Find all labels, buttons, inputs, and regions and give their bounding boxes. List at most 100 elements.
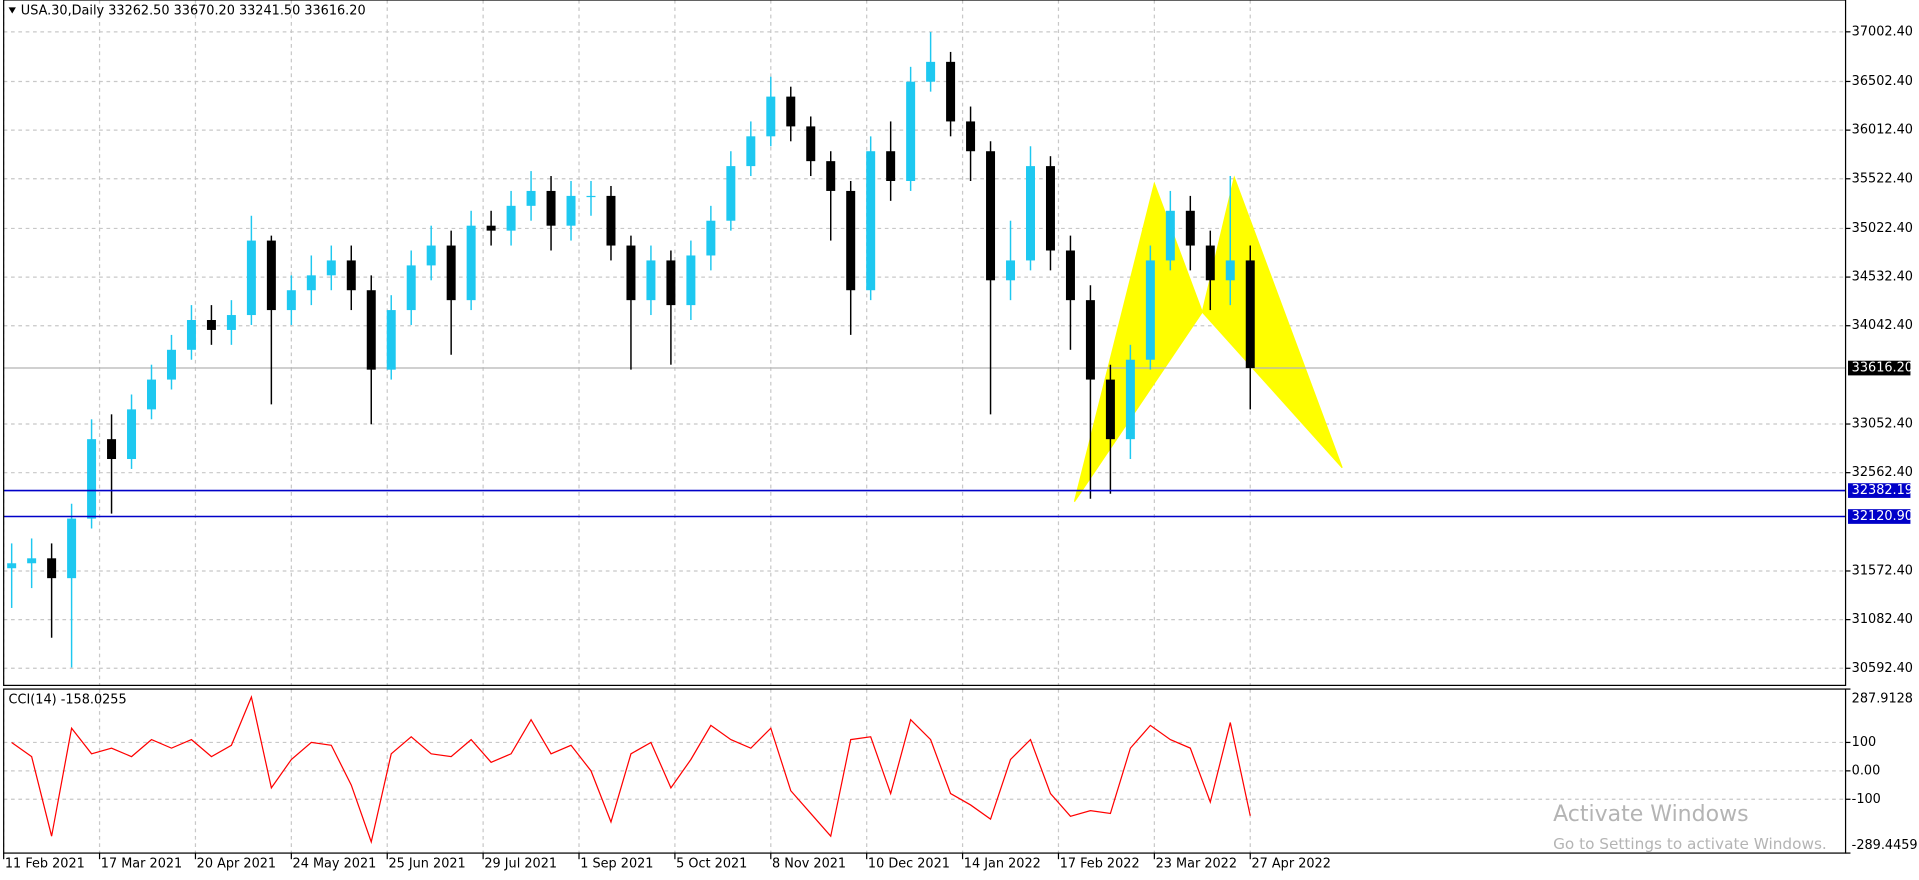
candle-body — [586, 195, 596, 198]
candle-body — [466, 225, 476, 301]
candle-body — [726, 166, 736, 221]
y-tick-label: 31572.40 — [1852, 563, 1913, 578]
candle-body — [1006, 260, 1016, 281]
candle-body — [1065, 250, 1075, 301]
candle-body — [1205, 245, 1215, 281]
y-tick-label: 31082.40 — [1852, 612, 1913, 627]
candle-body — [1026, 166, 1035, 261]
candle-body — [186, 320, 196, 350]
x-tick-label: 5 Oct 2021 — [676, 857, 747, 872]
candle-body — [87, 439, 97, 519]
chart-title: USA.30,Daily 33262.50 33670.20 33241.50 … — [21, 4, 366, 19]
candle-body — [206, 320, 216, 330]
candle-body — [786, 96, 796, 127]
candle-body — [906, 81, 916, 182]
level-label-box — [1848, 509, 1911, 524]
candle-body — [826, 161, 836, 191]
main-frame — [3, 0, 1847, 687]
candle-body — [506, 205, 516, 231]
watermark-title: Activate Windows — [1553, 802, 1748, 827]
candle-body — [446, 245, 456, 301]
y-tick-label: 34532.40 — [1852, 270, 1913, 285]
last-price-label: 33616.20 — [1852, 361, 1913, 376]
last-price-box — [1848, 360, 1911, 376]
x-tick-label: 25 Jun 2021 — [388, 857, 465, 872]
candle-body — [926, 61, 936, 82]
candle-body — [147, 379, 156, 410]
x-tick-label: 24 May 2021 — [293, 857, 377, 872]
candle-body — [966, 121, 976, 152]
candle-body — [526, 190, 536, 206]
candle-body — [746, 136, 756, 167]
candle-body — [806, 126, 816, 162]
x-tick-label: 1 Sep 2021 — [580, 857, 653, 872]
candle-body — [406, 265, 416, 311]
y-tick-label: 37002.40 — [1852, 24, 1913, 39]
candle-body — [846, 190, 856, 291]
candle-body — [986, 151, 996, 281]
x-tick-label: 17 Feb 2022 — [1060, 857, 1140, 872]
candle-body — [166, 349, 176, 380]
candle-body — [546, 190, 556, 226]
candle-body — [486, 225, 496, 231]
candle-body — [1045, 166, 1055, 251]
menu-arrow[interactable] — [8, 7, 16, 14]
y-tick-label: 33052.40 — [1852, 417, 1913, 432]
candle-body — [107, 439, 117, 460]
candle-body — [1245, 260, 1255, 369]
candle-body — [1185, 210, 1195, 246]
candle-body — [47, 558, 57, 579]
cci-title: CCI(14) -158.0255 — [9, 693, 127, 708]
x-tick-label: 17 Mar 2021 — [101, 857, 182, 872]
level-label-box — [1848, 483, 1911, 498]
candle-body — [1145, 260, 1155, 360]
candle-body — [766, 96, 776, 137]
candle-body — [286, 290, 296, 311]
x-tick-label: 23 Mar 2022 — [1156, 857, 1237, 872]
candle-body — [566, 195, 576, 226]
pattern-triangle — [1201, 175, 1343, 469]
x-tick-label: 14 Jan 2022 — [964, 857, 1041, 872]
x-tick-label: 27 Apr 2022 — [1251, 857, 1330, 872]
candle-body — [646, 260, 656, 301]
candle-body — [866, 151, 876, 291]
y-tick-label: 36502.40 — [1852, 74, 1913, 89]
watermark-subtitle: Go to Settings to activate Windows. — [1553, 835, 1827, 853]
candle-body — [67, 518, 77, 579]
candle-body — [666, 260, 676, 306]
y-tick-label: 34042.40 — [1852, 318, 1913, 333]
candle-body — [1165, 210, 1175, 261]
candle-body — [606, 195, 616, 246]
candle-body — [626, 245, 636, 301]
candle-body — [706, 220, 716, 256]
cci-line — [11, 694, 1251, 845]
y-tick-label: 287.9128 — [1852, 691, 1913, 706]
y-tick-label: 36012.40 — [1852, 123, 1913, 138]
candle-body — [266, 240, 276, 311]
level-label: 32382.19 — [1852, 483, 1913, 498]
y-tick-label: 0.00 — [1852, 763, 1881, 778]
candle-body — [686, 255, 696, 306]
candle-body — [426, 245, 436, 266]
candle-body — [1085, 300, 1095, 380]
x-tick-label: 10 Dec 2021 — [868, 857, 950, 872]
candle-body — [246, 240, 256, 316]
candle-body — [386, 310, 396, 370]
y-tick-label: 32562.40 — [1852, 465, 1913, 480]
candle-body — [1225, 260, 1235, 281]
cci-frame — [3, 688, 1847, 854]
y-tick-label: -100 — [1852, 792, 1881, 807]
candle-body — [306, 275, 316, 291]
candle-body — [886, 151, 896, 182]
candle-body — [946, 61, 956, 122]
x-tick-label: 29 Jul 2021 — [484, 857, 557, 872]
candle-body — [366, 290, 376, 370]
y-tick-label: 100 — [1852, 735, 1877, 750]
y-tick-label: -289.4459 — [1852, 838, 1918, 853]
candle-body — [326, 260, 336, 276]
y-tick-label: 35522.40 — [1852, 171, 1913, 186]
y-tick-label: 30592.40 — [1852, 661, 1913, 676]
